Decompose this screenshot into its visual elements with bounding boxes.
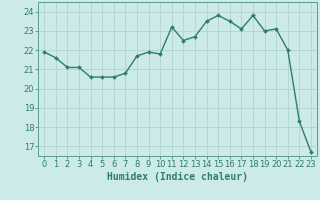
X-axis label: Humidex (Indice chaleur): Humidex (Indice chaleur)	[107, 172, 248, 182]
